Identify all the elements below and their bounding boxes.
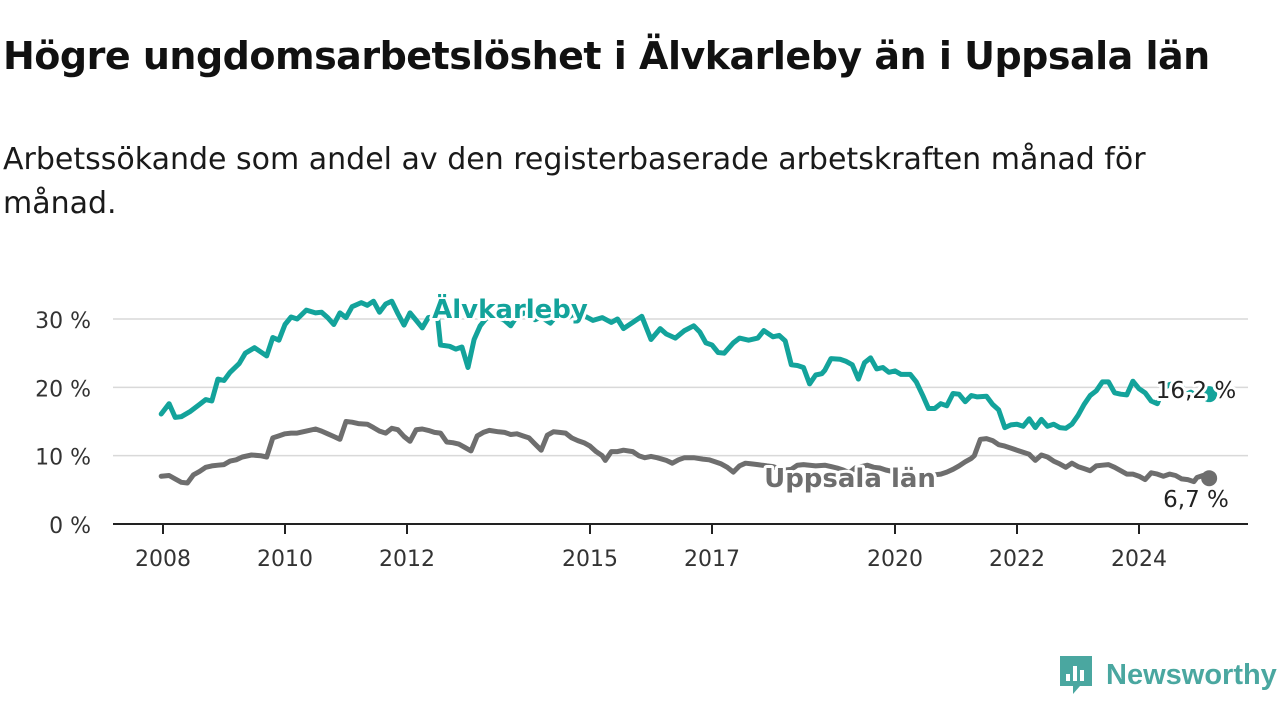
series-lines bbox=[158, 298, 1218, 487]
x-tick-label: 2024 bbox=[1111, 547, 1167, 572]
x-tick-label: 2022 bbox=[989, 547, 1045, 572]
chart-subtitle: Arbetssökande som andel av den registerb… bbox=[3, 142, 1146, 221]
x-tick-label: 2008 bbox=[135, 547, 191, 572]
y-tick-label: 0 % bbox=[49, 514, 91, 539]
series-line-alvkarleby bbox=[158, 298, 1212, 431]
end-point-alvkarleby bbox=[1201, 386, 1218, 403]
newsworthy-brand[interactable]: Newsworthy bbox=[1058, 654, 1277, 696]
brand-name: Newsworthy bbox=[1106, 658, 1277, 691]
end-point-uppsala-lan bbox=[1201, 470, 1218, 487]
series-line-uppsala-lan bbox=[158, 419, 1212, 486]
gridlines bbox=[113, 318, 1248, 525]
chart-title: Högre ungdomsarbetslöshet i Älvkarleby ä… bbox=[3, 34, 1210, 78]
x-tick-label: 2010 bbox=[257, 547, 313, 572]
x-tick-label: 2020 bbox=[867, 547, 923, 572]
end-value-label-uppsala-lan: 6,7 % bbox=[1163, 487, 1229, 513]
series-label-uppsala-lan: Uppsala län bbox=[764, 464, 936, 494]
end-value-label-uppsala-lan-halo: 6,7 % bbox=[1163, 487, 1229, 513]
y-tick-label: 20 % bbox=[35, 377, 91, 402]
series-label-alvkarleby: Älvkarleby bbox=[432, 293, 588, 325]
x-tick-label: 2015 bbox=[562, 547, 618, 572]
x-axis-ticks: 2008 2010 2012 2015 2017 2020 2022 2024 bbox=[135, 524, 1167, 572]
y-tick-label: 30 % bbox=[35, 309, 91, 334]
y-axis-ticks: 0 % 10 % 20 % 30 % bbox=[35, 309, 91, 539]
x-tick-label: 2017 bbox=[684, 547, 740, 572]
x-tick-label: 2012 bbox=[379, 547, 435, 572]
end-value-label-alvkarleby: 16,2 % bbox=[1156, 378, 1236, 404]
newsworthy-logo-icon bbox=[1060, 656, 1092, 694]
end-value-label-alvkarleby-halo: 16,2 % bbox=[1156, 378, 1236, 404]
series-label-alvkarleby-halo: Älvkarleby bbox=[432, 293, 588, 325]
y-tick-label: 10 % bbox=[35, 446, 91, 471]
series-label-uppsala-lan-halo: Uppsala län bbox=[764, 464, 936, 494]
